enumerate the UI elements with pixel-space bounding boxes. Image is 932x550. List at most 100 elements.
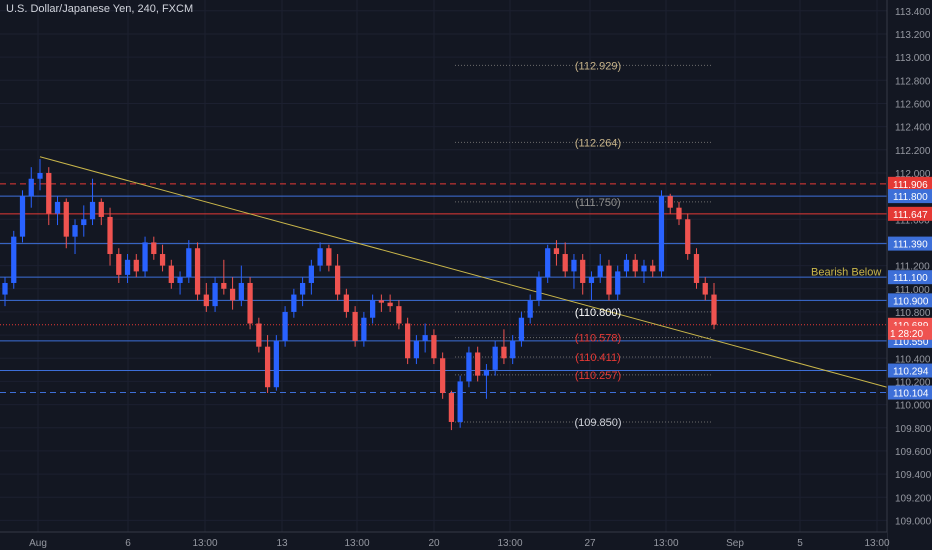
time-tick: 20 xyxy=(428,538,440,549)
candle-body xyxy=(256,323,262,347)
candle-body xyxy=(2,282,8,295)
price-tick: 111.000 xyxy=(895,285,930,296)
candle-body xyxy=(186,248,192,278)
price-tick: 110.400 xyxy=(895,354,931,365)
price-tick: 110.200 xyxy=(895,377,931,388)
candle-body xyxy=(194,248,201,295)
candle-body xyxy=(159,254,166,266)
candle-body xyxy=(229,288,236,301)
price-tick: 113.400 xyxy=(895,7,931,18)
candle-body xyxy=(98,201,104,217)
trendline xyxy=(39,156,888,388)
axis-price-badge xyxy=(888,236,932,251)
countdown-label: 28:20 xyxy=(898,329,923,340)
candle-body xyxy=(63,201,69,237)
axis-price-badge xyxy=(888,270,932,285)
candle-body xyxy=(247,282,253,324)
time-tick: Aug xyxy=(29,538,47,549)
candle-body xyxy=(19,196,26,237)
axis-price-label: 110.900 xyxy=(893,296,929,307)
candle-body xyxy=(501,346,507,359)
time-tick: Sep xyxy=(726,538,744,549)
candle-body xyxy=(571,259,577,272)
candle-body xyxy=(212,282,218,307)
axis-price-label: 111.100 xyxy=(893,273,928,284)
candle-body xyxy=(326,248,332,266)
candle-body xyxy=(658,196,665,272)
fib-label: (110.578) xyxy=(575,333,621,345)
axis-price-badge xyxy=(888,206,932,221)
candle-body xyxy=(273,340,279,388)
time-tick: 13:00 xyxy=(653,538,678,549)
candle-body xyxy=(387,302,393,307)
candle-body xyxy=(466,352,472,382)
candle-body xyxy=(142,242,148,272)
fib-label: (110.257) xyxy=(575,370,621,382)
candle-body xyxy=(396,306,402,324)
candle-body xyxy=(299,282,306,295)
candle-body xyxy=(291,294,297,312)
candle-body xyxy=(81,219,87,226)
candle-body xyxy=(133,259,139,272)
candle-body xyxy=(693,254,700,283)
annotation-text: Bearish Below xyxy=(811,266,881,278)
candle-body xyxy=(151,242,157,255)
price-tick: 109.000 xyxy=(895,516,932,527)
candle-body xyxy=(562,254,568,272)
candle-body xyxy=(334,265,341,295)
symbol-title: U.S. Dollar/Japanese Yen, 240, FXCM xyxy=(6,3,194,15)
price-tick: 113.000 xyxy=(895,53,931,64)
time-tick: 13:00 xyxy=(497,538,522,549)
countdown-badge xyxy=(888,325,932,340)
candle-body xyxy=(545,248,551,278)
candle-body xyxy=(352,311,358,341)
price-tick: 110.000 xyxy=(895,401,931,412)
candle-body xyxy=(72,225,78,237)
price-tick: 110.800 xyxy=(895,308,931,319)
candle-body xyxy=(361,317,367,341)
axis-price-label: 111.647 xyxy=(893,210,928,221)
price-tick: 109.200 xyxy=(895,493,932,504)
price-tick: 113.200 xyxy=(895,30,931,41)
time-tick: 13 xyxy=(276,538,288,549)
candle-body xyxy=(440,358,446,394)
candle-body xyxy=(177,277,183,283)
fib-label: (111.750) xyxy=(575,197,620,209)
candle-body xyxy=(343,294,349,312)
candle-body xyxy=(623,259,630,272)
time-tick: 13:00 xyxy=(864,538,889,549)
price-tick: 109.400 xyxy=(895,470,932,481)
axis-price-label: 110.550 xyxy=(893,337,929,348)
candle-body xyxy=(221,282,227,289)
fib-label: (109.850) xyxy=(574,417,621,429)
candle-body xyxy=(676,207,682,220)
axis-price-badge xyxy=(888,293,932,308)
price-tick: 111.200 xyxy=(895,262,930,273)
candle-body xyxy=(510,340,516,359)
time-tick: 13:00 xyxy=(192,538,217,549)
candle-body xyxy=(405,323,411,359)
time-tick: 27 xyxy=(584,538,596,549)
price-tick: 109.600 xyxy=(895,447,932,458)
candle-body xyxy=(475,352,481,376)
candle-body xyxy=(124,259,131,275)
candle-body xyxy=(606,265,612,295)
candle-body xyxy=(483,369,490,376)
candle-body xyxy=(107,216,113,255)
candle-body xyxy=(413,340,420,359)
axis-price-badge xyxy=(888,189,932,204)
candle-body xyxy=(536,277,542,301)
candle-body xyxy=(46,172,52,214)
candle-body xyxy=(685,219,691,255)
axis-price-badge xyxy=(888,363,932,378)
axis-price-label: 110.294 xyxy=(893,367,929,378)
axis-price-badge xyxy=(888,385,932,400)
candle-body xyxy=(667,196,673,208)
time-tick: 13:00 xyxy=(344,538,369,549)
candle-body xyxy=(308,265,314,283)
candle-body xyxy=(54,201,61,214)
time-axis xyxy=(0,532,887,550)
fib-label: (110.800) xyxy=(575,307,621,319)
fib-label: (112.264) xyxy=(575,137,621,149)
